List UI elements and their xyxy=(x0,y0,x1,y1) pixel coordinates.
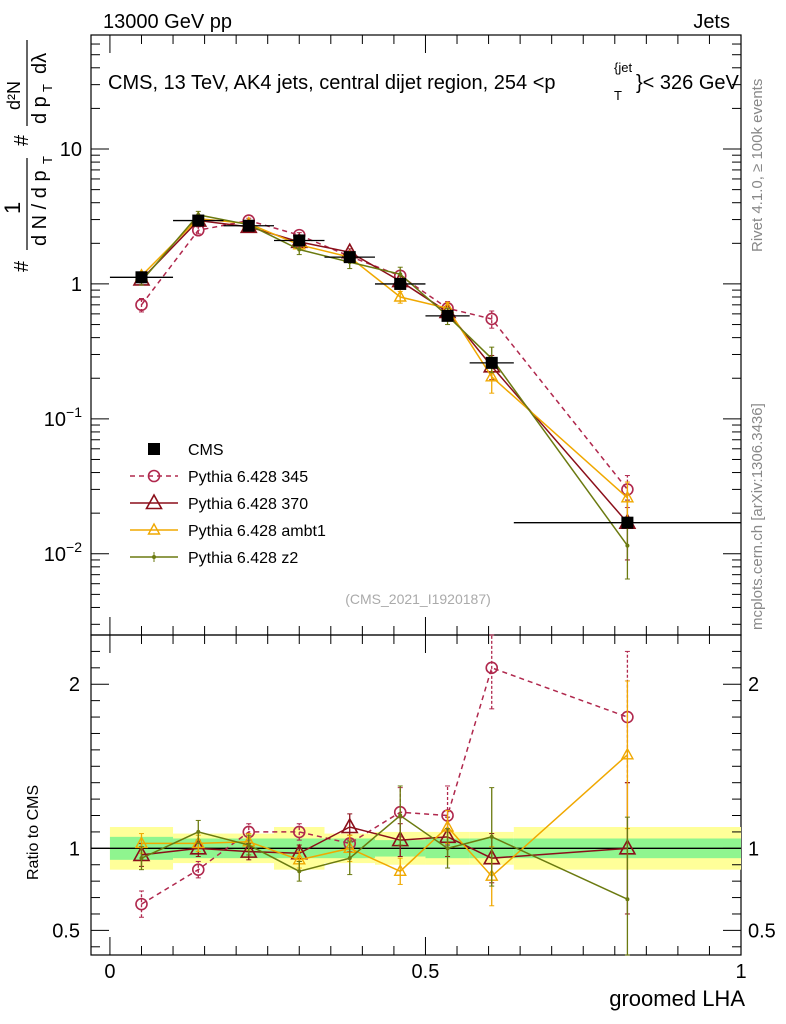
main-ytick-label-2: 1 xyxy=(71,274,82,296)
header-category-label: Jets xyxy=(693,11,730,33)
ratio-point-ambt1-8 xyxy=(620,747,635,760)
ylabel-sub-t-2: T xyxy=(40,84,55,92)
legend-label-p345: Pythia 6.428 345 xyxy=(188,469,308,486)
ratio-ytick-label-right-1: 1 xyxy=(748,838,759,860)
ratio-line-p345 xyxy=(141,666,628,905)
legend-marker-z2 xyxy=(152,555,156,559)
ratio-point-z2-3 xyxy=(297,869,302,874)
legend-marker-ambt1 xyxy=(147,522,161,535)
title-superscript: {jet xyxy=(614,60,632,75)
legend-marker-cms xyxy=(148,443,160,455)
x-axis-label: groomed LHA xyxy=(609,986,745,1011)
ratio-ytick-label-left-1: 1 xyxy=(69,838,80,860)
main-point-p345-0 xyxy=(135,298,148,312)
ratio-panel-frame xyxy=(90,634,742,956)
chart-title: CMS, 13 TeV, AK4 jets, central dijet reg… xyxy=(108,60,740,103)
main-point-cms-8 xyxy=(621,516,634,529)
main-ytick-label-1: 10−1 xyxy=(44,404,82,431)
main-ytick-label-3: 10 xyxy=(60,139,82,161)
x-tick-label-2: 1 xyxy=(735,961,746,983)
ratio-point-p370-2 xyxy=(239,841,258,858)
ratio-point-ambt1-1 xyxy=(191,835,205,849)
main-ytick-exp-0: −2 xyxy=(66,539,82,555)
title-main: CMS, 13 TeV, AK4 jets, central dijet reg… xyxy=(108,72,556,94)
main-ytick-base-0: 10 xyxy=(44,544,66,566)
main-panel-series xyxy=(109,210,741,580)
ylabel-sub-t-1: T xyxy=(40,156,55,164)
title-tail: }< 326 GeV xyxy=(636,72,740,94)
ratio-point-p370-5 xyxy=(391,830,410,847)
main-point-cms-3 xyxy=(293,234,306,247)
main-point-cms-6 xyxy=(441,309,454,322)
main-point-cms-2 xyxy=(242,219,255,232)
legend-label-ambt1: Pythia 6.428 ambt1 xyxy=(188,523,326,540)
main-point-z2-5 xyxy=(398,272,403,277)
ratio-series-p345 xyxy=(135,634,634,918)
x-tick-label-1: 0.5 xyxy=(412,961,440,983)
header-energy-label: 13000 GeV pp xyxy=(103,11,232,33)
ylabel-hash-2: # xyxy=(11,134,33,146)
legend-marker-p370 xyxy=(145,493,163,510)
legend: CMS Pythia 6.428 345 Pythia 6.428 370 Pythi… xyxy=(130,442,326,567)
main-point-cms-5 xyxy=(394,277,407,290)
ratio-ytick-label-left-2: 2 xyxy=(69,674,80,696)
ratio-point-z2-4 xyxy=(347,856,352,861)
ylabel-dn-dpt: d N / d p xyxy=(29,170,51,246)
ylabel-dlambda: dλ xyxy=(29,53,51,74)
ratio-point-z2-8 xyxy=(625,897,630,902)
main-point-z2-8 xyxy=(625,543,630,548)
ratio-ytick-label-right-0: 0.5 xyxy=(748,920,776,942)
ratio-point-z2-0 xyxy=(139,856,144,861)
mcplots-reference-label: mcplots.cern.ch [arXiv:1306.3436] xyxy=(749,403,766,630)
main-point-ambt1-5 xyxy=(393,289,407,302)
main-y-axis-label: # 1 d N / d p T # d²N d p T dλ xyxy=(0,40,55,272)
main-panel-frame xyxy=(90,34,742,636)
main-ytick-base-1: 10 xyxy=(44,409,66,431)
ratio-series-ambt1 xyxy=(134,680,635,907)
ratio-point-p370-4 xyxy=(340,817,359,834)
ylabel-hash-1: # xyxy=(11,260,33,272)
ratio-point-z2-6 xyxy=(445,846,450,851)
main-point-cms-0 xyxy=(135,271,148,284)
main-point-cms-4 xyxy=(343,251,356,264)
legend-marker-p345 xyxy=(147,469,161,483)
main-point-cms-1 xyxy=(192,214,205,227)
ratio-point-p345-7 xyxy=(485,661,499,675)
ratio-panel-series xyxy=(132,634,637,956)
ratio-point-z2-5 xyxy=(398,813,403,818)
ratio-ytick-label-left-0: 0.5 xyxy=(52,920,80,942)
ratio-point-z2-2 xyxy=(246,843,251,848)
main-point-p345-7 xyxy=(485,312,499,326)
rivet-version-label: Rivet 4.1.0, ≥ 100k events xyxy=(749,79,766,252)
ratio-ytick-label-right-2: 2 xyxy=(748,674,759,696)
ylabel-one: 1 xyxy=(0,202,25,214)
main-ytick-exp-1: −1 xyxy=(66,404,82,420)
ylabel-d2n: d²N xyxy=(4,81,24,110)
main-point-z2-3 xyxy=(297,247,302,252)
main-ytick-label-0: 10−2 xyxy=(44,539,82,566)
ratio-point-ambt1-5 xyxy=(393,863,407,877)
ratio-uncertainty-bands xyxy=(91,827,741,870)
main-point-ambt1-8 xyxy=(620,490,635,503)
ylabel-dpt: d p xyxy=(29,96,51,124)
ratio-point-z2-7 xyxy=(489,834,494,839)
main-series-p345 xyxy=(135,214,634,509)
main-point-cms-7 xyxy=(485,356,498,369)
ratio-y-axis-label: Ratio to CMS xyxy=(25,785,42,880)
title-subscript: T xyxy=(614,88,622,103)
ratio-series-z2 xyxy=(138,785,630,956)
ratio-point-z2-1 xyxy=(196,829,201,834)
main-series-cms xyxy=(109,214,741,529)
legend-label-p370: Pythia 6.428 370 xyxy=(188,496,308,513)
legend-label-cms: CMS xyxy=(188,442,224,459)
main-point-ambt1-7 xyxy=(485,369,499,382)
ratio-point-p345-0 xyxy=(135,897,148,911)
x-tick-label-0: 0 xyxy=(104,961,115,983)
ratio-point-p345-1 xyxy=(191,863,205,876)
legend-label-z2: Pythia 6.428 z2 xyxy=(188,550,298,567)
analysis-watermark: (CMS_2021_I1920187) xyxy=(345,591,491,607)
ratio-point-p345-3 xyxy=(292,825,306,839)
